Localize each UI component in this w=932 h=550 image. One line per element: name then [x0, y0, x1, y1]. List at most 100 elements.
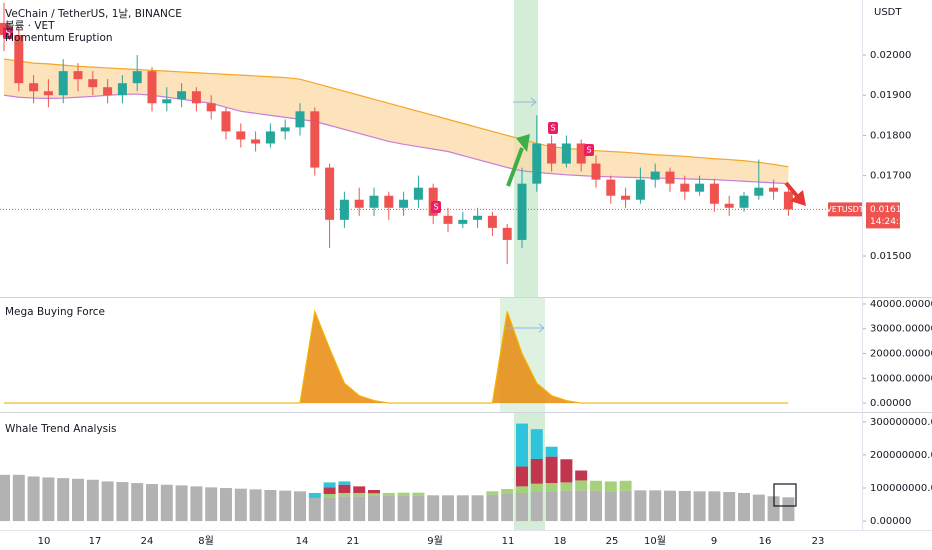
candle-body — [73, 71, 83, 80]
candle-body — [325, 167, 335, 220]
candle-body — [295, 111, 305, 128]
whale-bar — [294, 491, 306, 522]
whale-bar — [767, 496, 780, 522]
candle-body — [517, 183, 527, 240]
whale-bar — [323, 487, 336, 494]
candle-body — [177, 91, 187, 100]
x-tick-label: 25 — [606, 536, 619, 547]
whale-bar — [27, 476, 40, 522]
whale-bar — [397, 492, 410, 496]
whale-bar — [279, 490, 292, 522]
y-tick-label: 0.01700 — [870, 171, 911, 182]
candle-body — [724, 203, 734, 208]
candle-body — [132, 71, 142, 84]
whale-bar — [442, 495, 454, 522]
pane-title: Whale Trend Analysis — [5, 423, 117, 435]
y-tick-label: 20000.00000 — [870, 349, 932, 360]
whale-bar — [664, 490, 676, 522]
x-tick-label: 21 — [347, 536, 360, 547]
candle-body — [117, 83, 127, 96]
price-badge-label: 0.01616 — [870, 205, 907, 215]
whale-bar — [604, 491, 617, 522]
y-tick-label: 40000.00000 — [870, 299, 932, 310]
x-tick-label: 17 — [89, 536, 102, 547]
trend-arrow-head — [790, 190, 806, 206]
whale-bar — [323, 493, 336, 498]
x-tick-label: 9 — [711, 536, 717, 547]
whale-bar — [338, 496, 351, 522]
signal-label: S — [550, 124, 555, 133]
whale-bar — [205, 487, 218, 522]
candle-body — [709, 183, 719, 204]
candle-body — [14, 34, 24, 84]
whale-bar — [530, 483, 543, 492]
candle-body — [251, 139, 261, 144]
whale-bar — [693, 491, 706, 522]
whale-bar — [397, 495, 410, 522]
whale-bar — [220, 488, 232, 522]
whale-bar — [649, 490, 662, 522]
signal-badge — [431, 201, 441, 213]
candle-body — [206, 103, 216, 112]
whale-bar — [590, 480, 602, 491]
signal-badge — [3, 27, 13, 39]
x-tick-label: 9월 — [427, 535, 443, 547]
whale-bar — [590, 490, 602, 522]
whale-bar — [353, 486, 366, 493]
trend-arrow-head — [516, 134, 530, 152]
trend-arrow — [506, 147, 524, 187]
whale-bar — [323, 497, 336, 522]
candle-body — [384, 195, 394, 208]
whale-bar — [575, 480, 588, 491]
candle-body — [103, 87, 113, 96]
projection-arrow — [505, 323, 545, 333]
candle-body — [413, 187, 423, 200]
whale-bar — [146, 484, 158, 522]
whale-bar — [545, 483, 558, 492]
whale-bar — [545, 446, 558, 457]
whale-bar — [116, 482, 129, 522]
candle-body — [280, 127, 290, 132]
whale-bar — [678, 491, 691, 522]
whale-bar — [530, 458, 543, 484]
whale-bar — [516, 423, 528, 467]
whale-bar — [516, 466, 528, 487]
pane-title: Mega Buying Force — [5, 306, 105, 318]
symbol-badge-label: VETUSDT — [826, 205, 864, 214]
candle-body — [191, 91, 201, 104]
signal-label: S — [433, 203, 438, 212]
whale-bar — [190, 486, 203, 522]
whale-bar — [427, 495, 440, 522]
candle-body — [236, 131, 246, 140]
whale-bar — [501, 489, 514, 494]
candle-body — [547, 143, 557, 164]
candle-body — [561, 143, 571, 164]
y-tick-label: 100000000.00000 — [870, 483, 932, 494]
band-upper-line — [3, 58, 789, 168]
x-tick-label: 8월 — [198, 535, 214, 547]
whale-bar — [619, 480, 632, 491]
whale-bar — [308, 492, 321, 498]
y-tick-label: 30000.00000 — [870, 324, 932, 335]
whale-bar — [353, 492, 366, 497]
area-line — [4, 309, 789, 404]
whale-bar — [57, 478, 70, 522]
whale-bar — [338, 492, 351, 497]
whale-bar — [368, 495, 380, 522]
candle-body — [458, 219, 468, 224]
candle-body — [769, 187, 779, 192]
candle-body — [532, 143, 542, 184]
y-tick-label: 0.00000 — [870, 398, 911, 409]
candle-body — [29, 83, 39, 92]
whale-bar — [530, 491, 543, 522]
signal-badge — [548, 122, 558, 134]
candle-body — [58, 71, 68, 96]
whale-bar — [86, 479, 99, 522]
x-tick-label: 24 — [141, 536, 154, 547]
candle-body — [369, 195, 379, 208]
whale-bar — [72, 478, 84, 522]
y-tick-label: 0.01800 — [870, 130, 911, 141]
whale-bar — [560, 459, 573, 483]
candle-body — [635, 179, 645, 200]
candle-body — [502, 227, 512, 240]
